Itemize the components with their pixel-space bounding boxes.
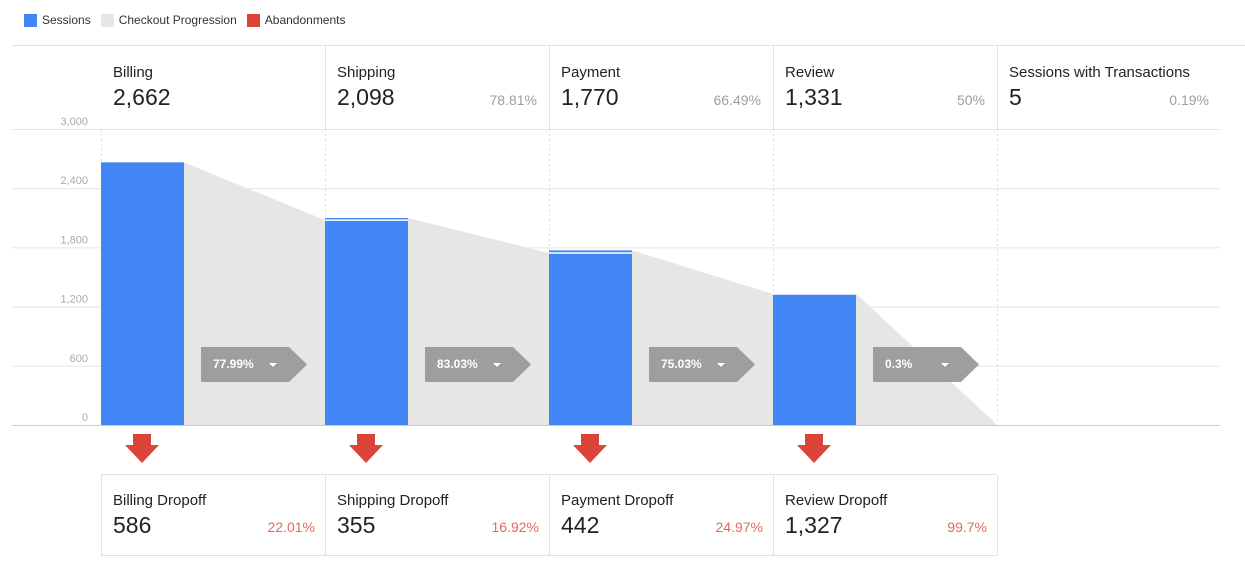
progression-rate-chevron[interactable]	[201, 347, 307, 382]
progression-rate-chevron[interactable]	[873, 347, 979, 382]
progression-rate-label: 75.03%	[661, 357, 702, 371]
progression-area	[184, 162, 325, 425]
step-name: Review	[785, 64, 835, 81]
y-tick-label: 2,400	[60, 175, 88, 187]
dropoff-pct: 24.97%	[715, 519, 763, 535]
chevron-down-icon	[493, 363, 501, 367]
abandonment-arrow-icon[interactable]	[125, 434, 159, 463]
step-header: Payment 1,770 66.49%	[549, 46, 773, 129]
legend-swatch-progression	[100, 13, 114, 27]
step-pct: 0.19%	[1169, 92, 1209, 108]
dropoff-name: Payment Dropoff	[561, 492, 674, 509]
progression-rate-label: 77.99%	[213, 357, 254, 371]
step-header: Billing 2,662	[101, 46, 325, 129]
y-tick-label: 1,200	[60, 294, 88, 306]
progression-rate-chevron[interactable]	[425, 347, 531, 382]
dropoff-value: 1,327	[785, 512, 843, 538]
dropoff-card[interactable]: Billing Dropoff 586 22.01%	[101, 475, 325, 555]
legend-label: Abandonments	[264, 13, 346, 27]
step-name: Shipping	[337, 64, 396, 81]
y-tick-label: 3,000	[60, 116, 88, 128]
abandonment-arrow-icon[interactable]	[573, 434, 607, 463]
legend-label: Sessions	[42, 13, 91, 27]
dropoff-value: 586	[113, 512, 152, 538]
dropoff-value: 355	[337, 512, 376, 538]
legend-label: Checkout Progression	[118, 13, 237, 27]
step-value: 2,662	[113, 84, 171, 110]
dropoff-card[interactable]: Review Dropoff 1,327 99.7%	[773, 475, 997, 555]
chevron-down-icon	[269, 363, 277, 367]
legend-swatch-abandonments	[246, 13, 260, 27]
session-bar-1[interactable]	[325, 217, 408, 425]
step-value: 1,331	[785, 84, 843, 110]
abandonment-arrow-icon[interactable]	[797, 434, 831, 463]
chevron-down-icon	[941, 363, 949, 367]
dropoff-name: Review Dropoff	[785, 492, 888, 509]
progression-rate-chevron[interactable]	[649, 347, 755, 382]
step-header: Shipping 2,098 78.81%	[325, 46, 549, 129]
legend-swatch-sessions	[24, 13, 37, 27]
dropoff-name: Billing Dropoff	[113, 492, 207, 509]
y-tick-label: 600	[70, 353, 88, 365]
chevron-down-icon	[717, 363, 725, 367]
session-bar-2[interactable]	[549, 250, 632, 425]
step-pct: 50%	[956, 92, 985, 108]
dropoff-pct: 22.01%	[267, 519, 315, 535]
dropoff-card[interactable]: Payment Dropoff 442 24.97%	[549, 475, 773, 555]
step-value: 1,770	[561, 84, 619, 110]
dropoff-pct: 99.7%	[947, 519, 987, 535]
legend: Sessions Checkout Progression Abandonmen…	[24, 12, 356, 28]
legend-item-sessions[interactable]: Sessions	[24, 13, 91, 27]
dropoff-pct: 16.92%	[491, 519, 539, 535]
y-tick-label: 0	[82, 412, 88, 424]
step-name: Payment	[561, 64, 621, 81]
step-value: 5	[1009, 84, 1022, 110]
legend-item-checkout-progression[interactable]: Checkout Progression	[100, 13, 237, 27]
step-pct: 66.49%	[713, 92, 761, 108]
step-name: Billing	[113, 64, 154, 81]
y-tick-label: 1,800	[60, 234, 88, 246]
dropoff-card[interactable]: Shipping Dropoff 355 16.92%	[325, 475, 549, 555]
step-value: 2,098	[337, 84, 395, 110]
progression-area	[408, 217, 549, 425]
session-bar-3[interactable]	[773, 293, 856, 425]
progression-area	[632, 250, 773, 425]
step-name: Sessions with Transactions	[1009, 64, 1190, 81]
dropoff-name: Shipping Dropoff	[337, 492, 449, 509]
progression-rate-label: 83.03%	[437, 357, 478, 371]
step-header: Sessions with Transactions 5 0.19%	[997, 46, 1221, 129]
abandonment-arrow-icon[interactable]	[349, 434, 383, 463]
legend-item-abandonments[interactable]: Abandonments	[246, 13, 346, 27]
progression-rate-label: 0.3%	[885, 357, 913, 371]
session-bar-0[interactable]	[101, 162, 184, 425]
step-header: Review 1,331 50%	[773, 46, 997, 129]
step-pct: 78.81%	[489, 92, 537, 108]
dropoff-value: 442	[561, 512, 600, 538]
